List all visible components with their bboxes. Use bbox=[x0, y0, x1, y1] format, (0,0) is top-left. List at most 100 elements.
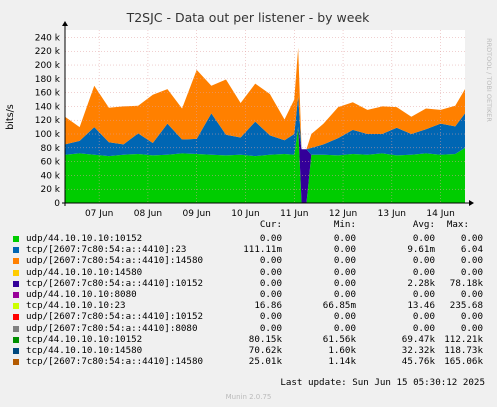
legend-avg: 69.47k bbox=[401, 333, 435, 345]
y-axis-label: bits/s bbox=[5, 104, 16, 130]
legend-cur: 25.01k bbox=[248, 356, 282, 368]
series-area bbox=[65, 47, 465, 150]
legend-avg: 2.28k bbox=[407, 277, 435, 289]
x-tick-label: 12 Jun bbox=[329, 209, 357, 219]
legend-min: 0.00 bbox=[333, 277, 356, 289]
legend-header-max: Max: bbox=[446, 219, 469, 230]
legend-name: udp/44.10.10.10:8080 bbox=[26, 289, 137, 300]
legend-header: Cur: Min: Avg: Max: bbox=[0, 219, 497, 231]
legend-max: 235.68 bbox=[449, 300, 483, 312]
legend-swatch bbox=[13, 359, 19, 366]
legend-max: 118.73k bbox=[444, 345, 483, 356]
legend-swatch bbox=[13, 269, 19, 276]
chart: 0 20 k 40 k 60 k 80 k 100 k 120 k 140 k 160 k 180… bbox=[5, 10, 493, 219]
series-area bbox=[65, 96, 465, 157]
legend-cur: 0.00 bbox=[259, 233, 282, 244]
legend-max: 0.00 bbox=[460, 311, 483, 323]
legend-swatch bbox=[13, 247, 19, 254]
legend-row: tcp/44.10.10.10:14580 70.62k 1.60k 32.32k 11… bbox=[0, 345, 497, 357]
y-tick-label: 100 k bbox=[35, 130, 61, 140]
x-tick-label: 09 Jun bbox=[183, 209, 211, 219]
legend-min: 0.00 bbox=[333, 311, 356, 323]
rrdtool-credit: RRDTOOL / TOBI OETIKER bbox=[485, 38, 493, 122]
legend-header-min: Min: bbox=[333, 219, 356, 230]
x-tick-label: 10 Jun bbox=[231, 209, 259, 219]
legend-min: 61.56k bbox=[322, 333, 356, 345]
y-tick-label: 120 k bbox=[35, 116, 61, 126]
x-tick-label: 07 Jun bbox=[85, 209, 113, 219]
legend-max: 78.18k bbox=[449, 277, 483, 289]
legend-min: 0.00 bbox=[333, 322, 356, 334]
legend-min: 1.14k bbox=[328, 356, 356, 368]
x-tick-label: 13 Jun bbox=[378, 209, 406, 219]
legend-row: tcp/[2607:7c80:54:a::4410]:10152 0.00 0.00… bbox=[0, 278, 497, 290]
legend-avg: 0.00 bbox=[412, 255, 435, 267]
series-area bbox=[65, 127, 465, 203]
legend-max: 0.00 bbox=[460, 233, 483, 244]
y-tick-label: 220 k bbox=[35, 47, 61, 57]
legend-row: udp/44.10.10.10:8080 0.00 0.00 0.00 0.00 bbox=[0, 289, 497, 301]
legend-row: udp/[2607:7c80:54:a::4410]:14580 0.00 0.00… bbox=[0, 255, 497, 267]
legend-name: tcp/44.10.10.10:14580 bbox=[26, 345, 143, 356]
y-tick-label: 0 bbox=[54, 199, 60, 209]
x-tick-label: 11 Jun bbox=[280, 209, 308, 219]
legend-max: 0.00 bbox=[460, 322, 483, 334]
legend-max: 0.00 bbox=[460, 255, 483, 267]
legend-row: udp/44.10.10.10:10152 0.00 0.00 0.00 0.00 bbox=[0, 233, 497, 245]
legend-cur: 0.00 bbox=[259, 266, 282, 278]
legend-header-cur: Cur: bbox=[259, 219, 282, 230]
legend-min: 0.00 bbox=[333, 266, 356, 278]
legend-name: udp/[2607:7c80:54:a::4410]:14580 bbox=[26, 255, 204, 267]
y-tick-label: 160 k bbox=[35, 89, 61, 99]
legend-min: 0.00 bbox=[333, 233, 356, 244]
legend-name: tcp/[2607:7c80:54:a::4410]:14580 bbox=[26, 356, 204, 368]
legend-avg: 0.00 bbox=[412, 289, 435, 300]
legend-min: 0.00 bbox=[333, 244, 356, 256]
legend-min: 0.00 bbox=[333, 289, 356, 300]
legend-max: 165.06k bbox=[444, 356, 483, 368]
legend-row: udp/[2607:7c80:54:a::4410]:10152 0.00 0.00… bbox=[0, 311, 497, 323]
legend-swatch bbox=[13, 336, 19, 343]
chart-title: T2SJC - Data out per listener - by week bbox=[126, 10, 371, 25]
legend-row: udp/44.10.10.10:14580 0.00 0.00 0.00 0.00 bbox=[0, 267, 497, 279]
legend-row: tcp/44.10.10.10:10152 80.15k 61.56k 69.47k 1… bbox=[0, 334, 497, 346]
legend-min: 1.60k bbox=[328, 345, 356, 356]
legend-row: tcp/[2607:7c80:54:a::4410]:14580 25.01k 1.… bbox=[0, 356, 497, 368]
legend-cur: 80.15k bbox=[248, 333, 282, 345]
x-tick-label: 08 Jun bbox=[134, 209, 162, 219]
y-tick-label: 240 k bbox=[35, 33, 61, 43]
y-tick-label: 20 k bbox=[40, 185, 60, 195]
legend-name: tcp/[2607:7c80:54:a::4410]:10152 bbox=[26, 277, 204, 289]
legend-cur: 16.86 bbox=[254, 300, 282, 312]
y-axis-arrow bbox=[62, 21, 68, 26]
y-tick-label: 180 k bbox=[35, 75, 61, 85]
legend-name: udp/[2607:7c80:54:a::4410]:8080 bbox=[26, 322, 198, 334]
x-axis-arrow bbox=[469, 200, 474, 206]
legend-avg: 0.00 bbox=[412, 266, 435, 278]
legend-cur: 0.00 bbox=[259, 289, 282, 300]
legend-swatch bbox=[13, 314, 19, 321]
legend-swatch bbox=[13, 348, 19, 354]
legend-min: 0.00 bbox=[333, 255, 356, 267]
legend-avg: 0.00 bbox=[412, 322, 435, 334]
last-update: Last update: Sun Jun 15 05:30:12 2025 bbox=[280, 377, 485, 388]
legend-row: tcp/44.10.10.10:23 16.86 66.85m 13.46 235.68 bbox=[0, 300, 497, 312]
legend-name: tcp/[2607:7c80:54:a::4410]:23 bbox=[26, 244, 187, 256]
legend-swatch bbox=[13, 325, 19, 332]
legend-max: 0.00 bbox=[460, 289, 483, 300]
legend-swatch bbox=[13, 258, 19, 265]
legend-cur: 0.00 bbox=[259, 277, 282, 289]
legend-swatch bbox=[13, 236, 19, 242]
legend-avg: 0.00 bbox=[412, 311, 435, 323]
y-tick-label: 40 k bbox=[40, 171, 60, 181]
y-tick-label: 60 k bbox=[40, 158, 60, 168]
legend-avg: 32.32k bbox=[401, 345, 435, 356]
legend-name: tcp/44.10.10.10:10152 bbox=[26, 333, 143, 345]
legend-cur: 111.11m bbox=[243, 244, 282, 256]
legend-cur: 0.00 bbox=[259, 311, 282, 323]
legend-header-avg: Avg: bbox=[412, 219, 435, 230]
y-tick-label: 140 k bbox=[35, 102, 61, 112]
legend-name: udp/44.10.10.10:10152 bbox=[26, 233, 143, 244]
x-tick-label: 14 Jun bbox=[426, 209, 454, 219]
